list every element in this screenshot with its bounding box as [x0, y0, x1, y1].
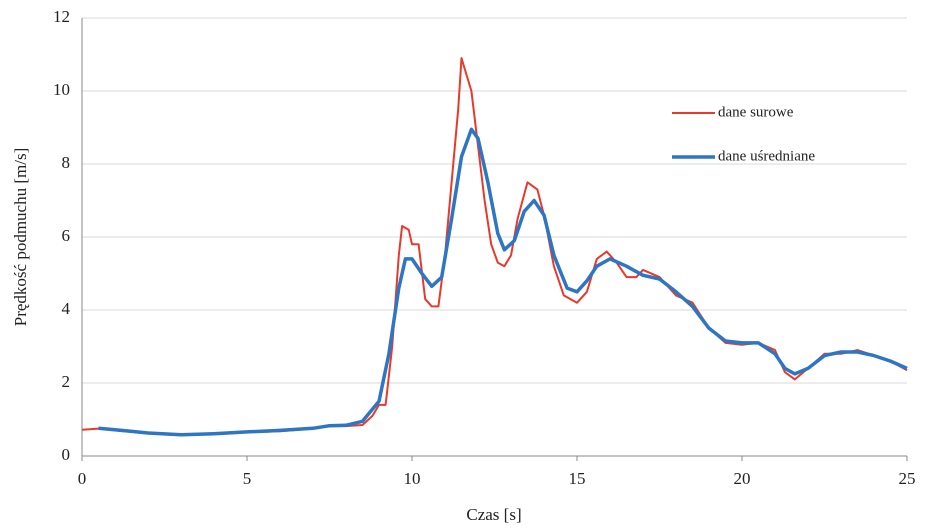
- legend-label: dane uśredniane: [718, 148, 815, 164]
- y-axis-title: Prędkość podmuchu [m/s]: [11, 148, 30, 326]
- y-tick-label: 2: [62, 372, 71, 391]
- y-tick-label: 6: [62, 226, 71, 245]
- x-tick-label: 15: [569, 469, 586, 488]
- x-axis-title: Czas [s]: [466, 505, 521, 524]
- y-tick-label: 8: [62, 153, 71, 172]
- x-tick-label: 5: [243, 469, 252, 488]
- data-line: [98, 127, 908, 437]
- legend-label: dane surowe: [718, 104, 794, 120]
- data-line: [81, 57, 908, 437]
- x-tick-label: 10: [404, 469, 421, 488]
- y-tick-label: 12: [53, 7, 70, 26]
- x-tick-label: 20: [734, 469, 751, 488]
- y-tick-label: 4: [62, 299, 71, 318]
- y-tick-label: 0: [62, 445, 71, 464]
- y-tick-label: 10: [53, 80, 70, 99]
- x-tick-label: 25: [899, 469, 916, 488]
- x-tick-label: 0: [78, 469, 87, 488]
